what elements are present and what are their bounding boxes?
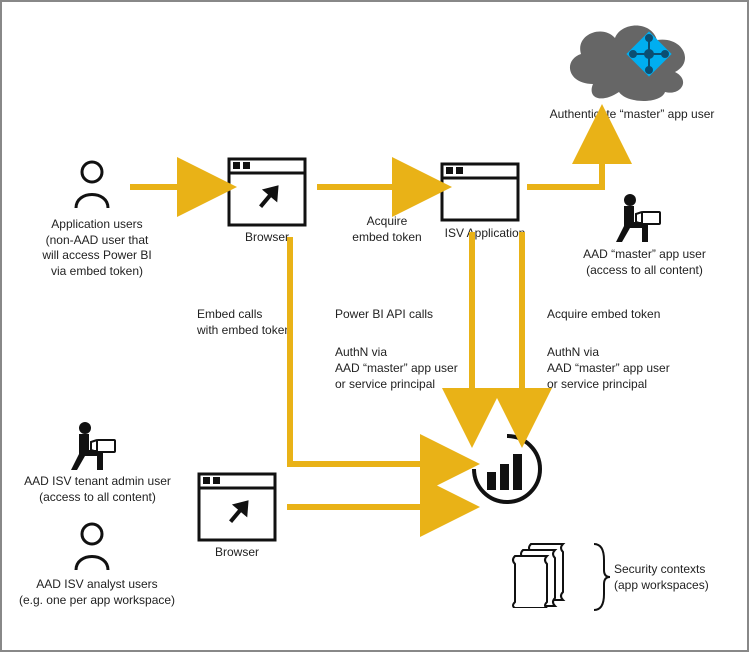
documents-icon — [507, 538, 587, 608]
acquire-top-label: Acquireembed token — [337, 214, 437, 245]
seated-user-icon — [612, 192, 664, 244]
analyst-users-label: AAD ISV analyst users(e.g. one per app w… — [12, 577, 182, 608]
diagram-canvas: Authenticate “master” app user Applicati… — [0, 0, 749, 652]
user-icon — [72, 522, 112, 572]
browser-top-label: Browser — [237, 230, 297, 246]
aad-master-label: AAD “master” app user(access to all cont… — [567, 247, 722, 278]
browser-icon — [227, 157, 307, 227]
powerbi-icon — [467, 434, 547, 504]
browser-icon — [197, 472, 277, 542]
cloud-label: Authenticate “master” app user — [532, 107, 732, 123]
app-users-label: Application users(non-AAD user thatwill … — [32, 217, 162, 279]
isv-app-label: ISV Application — [440, 226, 530, 242]
app-window-icon — [440, 162, 520, 222]
bracket-icon — [592, 542, 612, 612]
acquire-right-label: Acquire embed tokenAuthN viaAAD “master”… — [547, 307, 702, 392]
tenant-admin-label: AAD ISV tenant admin user(access to all … — [20, 474, 175, 505]
api-calls-label: Power BI API callsAuthN viaAAD “master” … — [335, 307, 490, 392]
seated-user-icon — [67, 420, 119, 472]
cloud-icon — [557, 14, 697, 104]
embed-calls-label: Embed callswith embed token — [197, 307, 327, 338]
sec-ctx-label: Security contexts(app workspaces) — [614, 562, 734, 593]
browser-bot-label: Browser — [207, 545, 267, 561]
user-icon — [72, 160, 112, 210]
